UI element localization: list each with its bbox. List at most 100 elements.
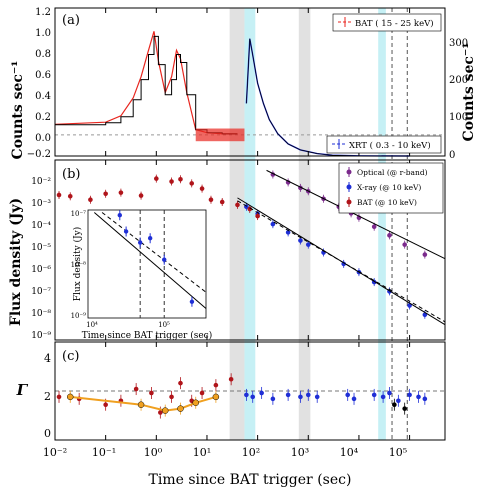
b-point-2-13 (235, 202, 240, 208)
b-point-2-2 (88, 197, 93, 203)
b-point-2-4 (118, 190, 124, 195)
bat-noise-band (195, 128, 245, 142)
c-point-0-8 (178, 380, 183, 386)
b-ytick-7: 10⁻⁹ (31, 331, 51, 341)
c-point-2-1 (250, 394, 256, 400)
a-ytick-2: 0.2 (35, 112, 51, 123)
c-point-2-13 (396, 398, 401, 404)
c-point-2-9 (351, 396, 357, 402)
a-ytick-1: 0.0 (35, 133, 51, 144)
c-ytick-2: 4 (44, 352, 51, 365)
b-point-2-7 (169, 179, 174, 184)
a-ytick-4: 0.6 (35, 70, 51, 81)
b-ytick-6: 10⁻⁸ (31, 309, 51, 319)
b-point-2-15 (255, 213, 260, 219)
a-ytick-6: 1.0 (35, 28, 51, 39)
c-point-0-7 (169, 394, 174, 400)
inset-marks (93, 210, 207, 318)
panel-b-ylabel: Flux density (Jy) (8, 198, 24, 326)
inset-point-3 (147, 236, 153, 241)
a-ytick-right-2: 200 (449, 75, 468, 86)
c-ytick-1: 2 (44, 390, 51, 403)
xray-fit-dashed (237, 200, 446, 323)
c-point-0-2 (103, 402, 108, 408)
inset-xtick-1: 10⁵ (158, 321, 170, 329)
shaded-bands (229, 8, 386, 440)
xtick-6: 10⁴ (340, 446, 359, 459)
inset-xtick-0: 10⁴ (86, 321, 98, 329)
b-point-2-3 (103, 191, 108, 197)
inset-fit-dashed (101, 212, 207, 293)
c-point-1-2 (161, 407, 169, 414)
c-point-2-16 (422, 396, 428, 402)
c-ytick-0: 0 (44, 427, 51, 440)
a-ytick-0: −0.2 (27, 149, 51, 160)
b-point-2-1 (67, 194, 73, 199)
a-ytick-right-0: 0 (449, 150, 455, 161)
c-point-1-5 (212, 393, 220, 401)
inset-point-1 (123, 229, 129, 234)
c-point-2-4 (285, 392, 291, 398)
c-point-2-8 (345, 392, 350, 398)
panel-a-ylabel-left: Counts sec⁻¹ (10, 61, 26, 160)
b-ytick-0: 10⁻² (31, 177, 51, 187)
c-point-1-3 (177, 405, 184, 412)
b-point-2-12 (219, 199, 225, 205)
inset-fit-line (93, 212, 207, 309)
a-ytick-3: 0.4 (35, 91, 51, 102)
c-point-2-3 (270, 396, 276, 402)
b-ytick-3: 10⁻⁵ (31, 243, 51, 253)
bat-step-fit (55, 35, 238, 135)
panel-b-frame (54, 159, 446, 341)
shaded-band-2 (298, 8, 311, 440)
c-point-1-4 (192, 399, 199, 407)
tick-labels: 1.2 1.0 0.8 0.6 0.4 0.2 0.0 −0.2 300 200… (27, 7, 468, 459)
c-point-0-11 (213, 382, 219, 388)
gamma-fit-curve (70, 395, 217, 412)
inset-ytick-0: 10⁻⁷ (71, 210, 87, 218)
inset-point-2 (137, 240, 143, 245)
b-point-2-11 (208, 197, 214, 203)
b-point-2-0 (56, 192, 62, 198)
panel-b-tag: (b) (62, 167, 80, 182)
panel-a-ylabel-right: Counts sec⁻¹ (461, 43, 477, 142)
c-point-0-6 (158, 410, 163, 415)
c-point-0-0 (56, 394, 62, 400)
a-ytick-7: 1.2 (35, 7, 51, 18)
legend-bat: BAT ( 15 - 25 keV) (332, 13, 442, 32)
b-point-0-9 (387, 233, 392, 238)
a-ytick-right-3: 300 (449, 38, 468, 49)
shaded-band-0 (229, 8, 245, 440)
b-ytick-4: 10⁻⁶ (31, 265, 51, 275)
c-point-0-5 (149, 390, 154, 396)
c-point-2-0 (244, 392, 249, 398)
legend-xray-label: X-ray (@ 10 keV) (357, 183, 421, 192)
b-point-1-3 (285, 230, 291, 235)
a-ytick-5: 0.8 (35, 49, 51, 60)
xtick-2: 10⁰ (144, 446, 163, 459)
b-point-1-5 (305, 242, 311, 247)
bat-lightcurve (54, 31, 238, 135)
b-point-2-8 (178, 176, 183, 182)
shaded-band-3 (378, 8, 386, 440)
legend-xrt: XRT ( 0.3 - 10 keV) (326, 135, 442, 154)
b-ytick-2: 10⁻⁴ (31, 221, 51, 231)
panel-c-ylabel: Γ (16, 381, 29, 399)
c-point-2-12 (387, 390, 392, 396)
c-point-0-10 (199, 390, 205, 396)
xtick-3: 10¹ (193, 446, 211, 459)
b-ytick-5: 10⁻⁷ (31, 287, 51, 297)
optical-fit-line (266, 169, 446, 260)
c-point-2-7 (314, 394, 320, 400)
c-point-0-4 (133, 386, 139, 392)
xrt-fit (246, 38, 410, 157)
inset-ytick-2: 10⁻⁹ (71, 312, 87, 320)
inset-frame (87, 209, 207, 319)
xtick-7: 10⁵ (389, 446, 407, 459)
xtick-5: 10³ (291, 446, 309, 459)
c-point-0-12 (228, 376, 234, 382)
xtick-4: 10² (242, 446, 260, 459)
c-point-2-10 (371, 392, 377, 398)
xtick-1: 10⁻¹ (92, 446, 116, 459)
